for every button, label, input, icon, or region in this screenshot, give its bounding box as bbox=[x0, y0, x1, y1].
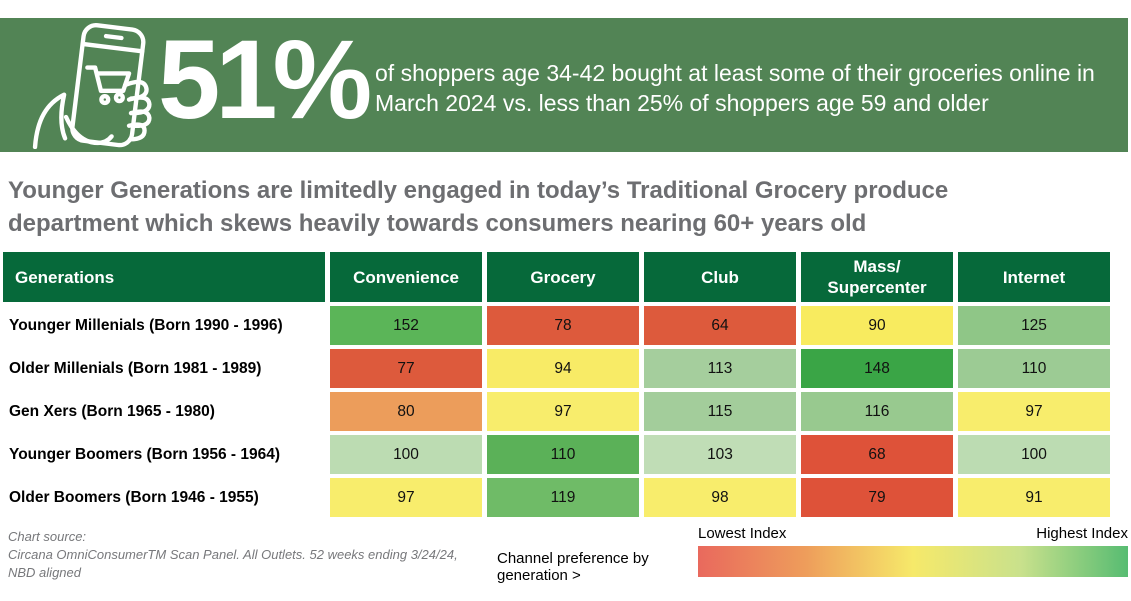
source-label: Chart source: bbox=[8, 529, 87, 544]
index-value-cell: 77 bbox=[330, 349, 482, 388]
index-value-cell: 113 bbox=[644, 349, 796, 388]
stat-percentage: 51% bbox=[158, 17, 372, 142]
column-header: Mass/ Supercenter bbox=[801, 252, 953, 302]
index-value-cell: 78 bbox=[487, 306, 639, 345]
index-value-cell: 91 bbox=[958, 478, 1110, 517]
mobile-shopping-icon bbox=[32, 23, 152, 149]
index-value-cell: 90 bbox=[801, 306, 953, 345]
index-value-cell: 80 bbox=[330, 392, 482, 431]
source-line1: Circana OmniConsumerTM Scan Panel. All O… bbox=[8, 547, 458, 562]
row-label: Younger Boomers (Born 1956 - 1964) bbox=[3, 435, 325, 474]
index-value-cell: 68 bbox=[801, 435, 953, 474]
column-header: Convenience bbox=[330, 252, 482, 302]
index-value-cell: 98 bbox=[644, 478, 796, 517]
index-value-cell: 97 bbox=[487, 392, 639, 431]
heatmap-table: Generations Convenience Grocery Club Mass/ S… bbox=[3, 252, 1110, 521]
index-value-cell: 100 bbox=[958, 435, 1110, 474]
index-value-cell: 79 bbox=[801, 478, 953, 517]
table-row: Older Boomers (Born 1946 - 1955) 97 119 98 7… bbox=[3, 478, 1110, 517]
page-title: Younger Generations are limitedly engage… bbox=[8, 177, 949, 237]
index-value-cell: 64 bbox=[644, 306, 796, 345]
row-label: Younger Millenials (Born 1990 - 1996) bbox=[3, 306, 325, 345]
index-value-cell: 97 bbox=[958, 392, 1110, 431]
row-label: Gen Xers (Born 1965 - 1980) bbox=[3, 392, 325, 431]
index-value-cell: 116 bbox=[801, 392, 953, 431]
index-value-cell: 152 bbox=[330, 306, 482, 345]
legend-highest-label: Highest Index bbox=[1036, 525, 1128, 542]
table-row: Older Millenials (Born 1981 - 1989) 77 94 1… bbox=[3, 349, 1110, 388]
heatmap-header-row: Generations Convenience Grocery Club Mass/ S… bbox=[3, 252, 1110, 302]
source-line2: NBD aligned bbox=[8, 565, 81, 580]
stat-description: of shoppers age 34-42 bought at least so… bbox=[375, 60, 1095, 116]
row-label: Older Boomers (Born 1946 - 1955) bbox=[3, 478, 325, 517]
chart-source-note: Chart source: Circana OmniConsumerTM Sca… bbox=[8, 528, 478, 582]
index-value-cell: 110 bbox=[958, 349, 1110, 388]
table-row: Gen Xers (Born 1965 - 1980) 80 97 115 116 97 bbox=[3, 392, 1110, 431]
legend-caption: Channel preference by generation > bbox=[497, 550, 649, 584]
index-value-cell: 97 bbox=[330, 478, 482, 517]
column-header: Club bbox=[644, 252, 796, 302]
index-value-cell: 115 bbox=[644, 392, 796, 431]
legend-lowest-label: Lowest Index bbox=[698, 525, 787, 542]
index-value-cell: 119 bbox=[487, 478, 639, 517]
column-header: Internet bbox=[958, 252, 1110, 302]
index-value-cell: 110 bbox=[487, 435, 639, 474]
table-row: Younger Millenials (Born 1990 - 1996) 152… bbox=[3, 306, 1110, 345]
column-header-generations: Generations bbox=[3, 252, 325, 302]
index-value-cell: 148 bbox=[801, 349, 953, 388]
stat-banner: 51% of shoppers age 34-42 bought at leas… bbox=[0, 17, 1128, 152]
column-header: Grocery bbox=[487, 252, 639, 302]
index-value-cell: 100 bbox=[330, 435, 482, 474]
legend-gradient-bar bbox=[698, 546, 1128, 577]
index-value-cell: 103 bbox=[644, 435, 796, 474]
index-value-cell: 125 bbox=[958, 306, 1110, 345]
index-value-cell: 94 bbox=[487, 349, 639, 388]
row-label: Older Millenials (Born 1981 - 1989) bbox=[3, 349, 325, 388]
table-row: Younger Boomers (Born 1956 - 1964) 100 110… bbox=[3, 435, 1110, 474]
